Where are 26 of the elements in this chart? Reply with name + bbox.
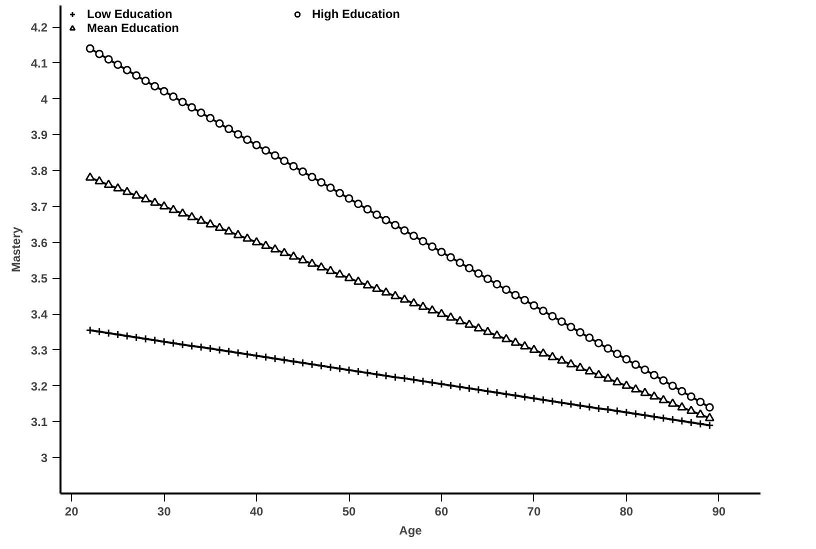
x-tick-label: 80 xyxy=(620,504,634,518)
y-tick-label: 3.1 xyxy=(30,415,48,430)
x-tick-label: 70 xyxy=(527,504,541,518)
y-tick-label: 4.1 xyxy=(30,56,48,70)
x-tick-label: 60 xyxy=(434,504,448,518)
x-axis-title: Age xyxy=(399,524,422,538)
y-tick-label: 3.6 xyxy=(30,236,48,250)
y-axis-title: Mastery xyxy=(8,226,23,272)
legend-label: Low Education xyxy=(87,7,174,21)
y-tick-label: 3 xyxy=(40,451,48,466)
x-tick-label: 90 xyxy=(712,504,726,518)
y-tick-label: 3.4 xyxy=(30,308,48,322)
legend-label: High Education xyxy=(312,7,401,21)
x-tick-label: 50 xyxy=(342,504,356,518)
y-tick-label: 3.8 xyxy=(30,164,48,178)
legend-label: Mean Education xyxy=(87,21,180,35)
y-tick-label: 3.3 xyxy=(30,343,48,358)
x-tick-label: 30 xyxy=(157,504,172,518)
y-tick-label: 3.2 xyxy=(30,379,48,394)
x-tick-label: 40 xyxy=(250,504,264,518)
y-tick-label: 3.9 xyxy=(30,128,48,142)
x-tick-label: 20 xyxy=(64,504,79,518)
y-tick-label: 4.2 xyxy=(30,20,48,35)
y-tick-label: 3.5 xyxy=(30,272,48,286)
y-tick-label: 3.7 xyxy=(30,200,48,214)
y-tick-label: 4 xyxy=(40,92,48,106)
